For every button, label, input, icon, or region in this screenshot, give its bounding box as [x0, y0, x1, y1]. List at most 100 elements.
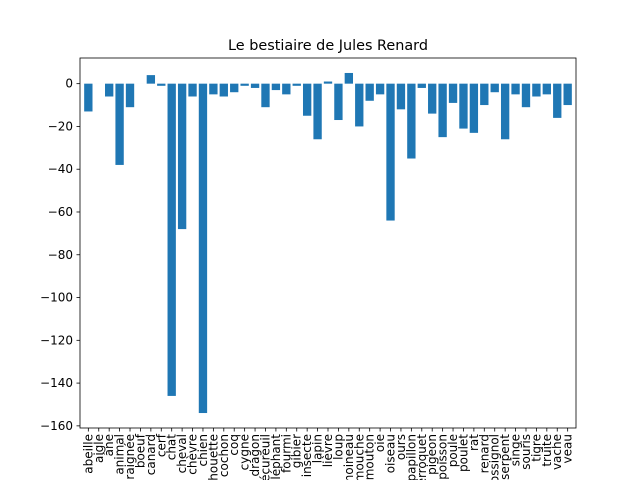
bar-poisson: [438, 83, 447, 138]
x-tick-label: souris: [519, 434, 533, 470]
bar-serpent: [500, 83, 510, 140]
x-tick-label: truite: [540, 434, 554, 467]
bar-mouton: [365, 83, 374, 101]
bar-canard: [146, 75, 156, 84]
bar-coq: [230, 83, 239, 93]
bar-mouche: [355, 83, 364, 127]
y-tick-label: −60: [48, 205, 73, 219]
bar-cerf: [157, 83, 166, 86]
bar-abeille: [84, 83, 93, 112]
bar-oie: [375, 83, 385, 95]
y-tick-label: −100: [40, 291, 73, 305]
x-tick-label: aigle: [92, 434, 106, 463]
x-tick-label: chien: [196, 434, 210, 467]
bar-chat: [167, 83, 176, 396]
bar-perroquet: [417, 83, 426, 88]
bar-poule: [448, 83, 458, 103]
x-tick-label: dragon: [248, 434, 262, 476]
x-tick-label: papillon: [404, 434, 418, 480]
x-tick-label: rossignol: [488, 434, 502, 480]
bar-cheval: [177, 83, 187, 230]
bar-tigre: [532, 83, 541, 97]
x-tick-label: poisson: [436, 434, 450, 480]
y-tick-label: −140: [40, 376, 73, 390]
x-tick-label: mouton: [363, 434, 377, 480]
bar-cygne: [240, 83, 249, 86]
x-tick-label: chouette: [206, 434, 220, 480]
x-tick-label: lièvre: [321, 434, 335, 467]
x-tick-label: éléphant: [269, 434, 283, 480]
bar-écureuil: [261, 83, 270, 108]
x-axis: abeilleaigleâneanimalaraignéeboeufcanard…: [81, 428, 575, 480]
bar-papillon: [407, 83, 416, 159]
bar-renard: [480, 83, 489, 106]
bar-lapin: [313, 83, 322, 140]
x-tick-label: écureuil: [258, 434, 272, 480]
bar-chèvre: [188, 83, 197, 97]
bar-araignée: [125, 83, 135, 108]
x-tick-label: singe: [509, 434, 523, 466]
x-tick-label: gibier: [290, 434, 304, 468]
x-tick-label: vache: [550, 434, 564, 470]
x-tick-label: poulet: [456, 434, 470, 472]
x-tick-label: boeuf: [133, 433, 147, 468]
y-tick-label: −20: [48, 119, 73, 133]
y-tick-label: −40: [48, 162, 73, 176]
x-tick-label: serpent: [498, 434, 512, 480]
bar-gibier: [292, 83, 301, 86]
bar-lièvre: [323, 81, 333, 84]
bar-singe: [511, 83, 520, 95]
x-tick-label: ours: [394, 434, 408, 460]
x-tick-label: canard: [144, 434, 158, 475]
bar-animal: [115, 83, 124, 165]
bar-chien: [198, 83, 208, 414]
bar-pigeon: [428, 83, 437, 114]
bar-souris: [521, 83, 531, 108]
x-tick-label: poule: [446, 434, 460, 467]
x-tick-label: cochon: [217, 434, 231, 477]
x-tick-label: chat: [165, 434, 179, 461]
x-tick-label: perroquet: [415, 434, 429, 480]
bar-truite: [542, 83, 551, 95]
bar-dragon: [250, 83, 260, 88]
x-tick-label: âne: [102, 434, 116, 456]
x-tick-label: coq: [227, 434, 241, 456]
bar-poulet: [459, 83, 468, 129]
bar-moineau: [344, 72, 354, 84]
bar-âne: [105, 83, 114, 97]
bar-insecte: [302, 83, 312, 116]
x-tick-label: veau: [561, 434, 575, 463]
bar-rossignol: [490, 83, 499, 93]
x-tick-label: lapin: [311, 434, 325, 463]
x-tick-label: renard: [477, 434, 491, 473]
y-tick-label: −80: [48, 248, 73, 262]
x-tick-label: animal: [113, 434, 127, 475]
bar-vache: [553, 83, 562, 118]
bar-fourmi: [282, 83, 291, 95]
x-tick-label: cerf: [154, 433, 168, 457]
bar-loup: [334, 83, 343, 121]
x-tick-label: cygne: [238, 434, 252, 470]
y-axis: 0 −20 −40 −60 −80 −100 −120 −140 −160: [40, 77, 80, 433]
y-tick-label: −160: [40, 419, 73, 433]
y-tick-label: 0: [65, 77, 73, 91]
x-tick-label: oiseau: [384, 434, 398, 473]
x-tick-label: fourmi: [279, 434, 293, 473]
x-tick-label: rat: [467, 434, 481, 451]
bars-group: [84, 72, 572, 414]
x-tick-label: abeille: [81, 434, 95, 474]
bar-oiseau: [386, 83, 395, 221]
chart-title: Le bestiaire de Jules Renard: [228, 38, 428, 54]
bar-cochon: [219, 83, 228, 97]
x-tick-label: oie: [373, 434, 387, 452]
x-tick-label: tigre: [529, 434, 543, 462]
bar-rat: [469, 83, 479, 133]
x-tick-label: insecte: [300, 434, 314, 477]
bar-ours: [396, 83, 406, 110]
y-tick-label: −120: [40, 333, 73, 347]
x-tick-label: chèvre: [186, 434, 200, 475]
bar-chouette: [209, 83, 218, 95]
x-tick-label: moineau: [342, 434, 356, 480]
x-tick-label: cheval: [175, 434, 189, 473]
